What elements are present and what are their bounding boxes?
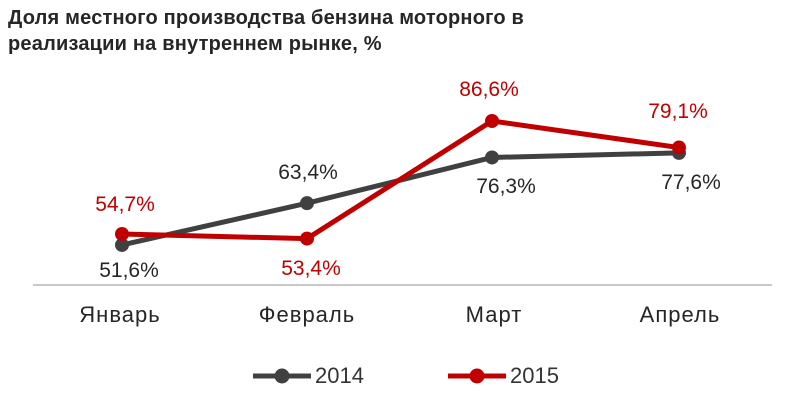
legend-label-2015: 2015 (510, 363, 559, 388)
data-point-2014-0 (115, 237, 129, 252)
data-label-2015-2: 86,6% (459, 77, 519, 101)
x-axis-line (33, 284, 772, 286)
legend-item-2014: 2014 (253, 363, 364, 388)
series-line-2015 (121, 118, 680, 242)
x-axis-label-january: Январь (79, 302, 161, 327)
legend-line-marker-2014-icon (253, 368, 311, 384)
legend-label-2014: 2014 (315, 363, 364, 388)
chart-title: Доля местного производства бензина мотор… (8, 5, 524, 57)
x-axis-label-april: Апрель (639, 302, 721, 327)
data-label-2014-2: 76,3% (476, 175, 536, 199)
x-axis-label-february: Февраль (258, 302, 356, 327)
data-point-2015-1 (300, 231, 314, 246)
data-label-2015-0: 54,7% (95, 193, 155, 216)
data-label-2014-3: 77,6% (661, 170, 721, 194)
legend-line-marker-2015-icon (448, 368, 506, 384)
data-point-2015-2 (485, 113, 499, 128)
data-point-2014-2 (485, 150, 499, 165)
x-axis-label-march: Март (465, 302, 523, 327)
chart-title-line2: реализации на внутреннем рынке, % (8, 33, 382, 55)
data-label-2015-3: 79,1% (648, 99, 708, 123)
data-point-2014-1 (300, 196, 314, 211)
legend-item-2015: 2015 (448, 363, 559, 388)
chart-title-line1: Доля местного производства бензина мотор… (8, 7, 525, 29)
data-label-2014-0: 51,6% (99, 258, 159, 282)
series-line-2014 (121, 150, 680, 248)
data-point-2015-3 (672, 140, 686, 155)
data-point-2015-0 (115, 227, 129, 242)
data-label-2015-1: 53,4% (281, 256, 341, 280)
data-label-2014-1: 63,4% (278, 161, 338, 185)
